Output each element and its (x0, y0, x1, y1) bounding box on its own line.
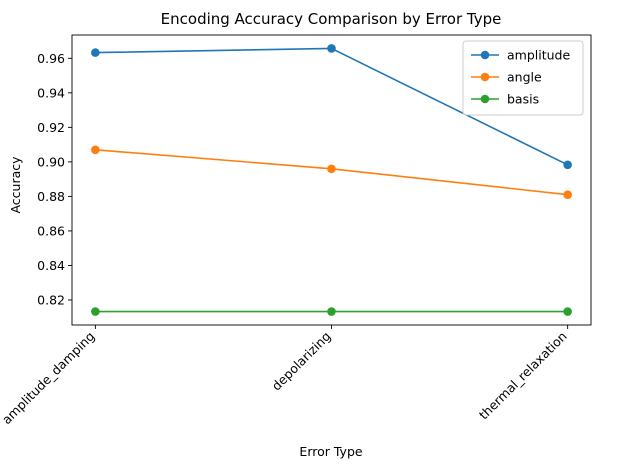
chart-title: Encoding Accuracy Comparison by Error Ty… (161, 10, 502, 28)
series-amplitude (91, 44, 572, 170)
plot-area (91, 44, 572, 316)
series-angle (91, 145, 572, 199)
data-point-amplitude-1 (327, 44, 336, 53)
data-point-angle-2 (563, 190, 572, 199)
legend-label: basis (507, 92, 539, 107)
legend-label: amplitude (507, 48, 570, 63)
y-tick-label: 0.96 (37, 51, 65, 66)
legend: amplitude angle basis (462, 40, 584, 116)
legend-marker (480, 94, 490, 104)
y-tick-label: 0.84 (37, 258, 65, 273)
y-tick-label: 0.92 (37, 120, 65, 135)
y-tick-label: 0.90 (37, 154, 65, 169)
legend-label: angle (507, 70, 542, 85)
data-point-basis-0 (91, 307, 100, 316)
x-axis-label: Error Type (299, 444, 362, 459)
y-tick-label: 0.88 (37, 189, 65, 204)
data-point-amplitude-2 (563, 160, 572, 170)
legend-box (462, 40, 584, 116)
y-tick-label: 0.82 (37, 292, 65, 307)
y-tick-label: 0.86 (37, 223, 65, 238)
legend-marker (480, 72, 490, 82)
data-point-amplitude-0 (91, 48, 100, 57)
legend-marker (480, 50, 490, 60)
data-point-angle-0 (91, 145, 100, 155)
legend-entry-angle: angle (471, 70, 542, 85)
y-tick-label: 0.94 (37, 85, 65, 100)
legend-entry-basis: basis (471, 92, 539, 107)
data-point-angle-1 (327, 164, 336, 174)
data-point-basis-2 (563, 307, 572, 316)
y-axis-label: Accuracy (8, 156, 23, 214)
legend-entry-amplitude: amplitude (471, 48, 570, 63)
series-basis (91, 307, 572, 316)
data-point-basis-1 (327, 307, 336, 316)
